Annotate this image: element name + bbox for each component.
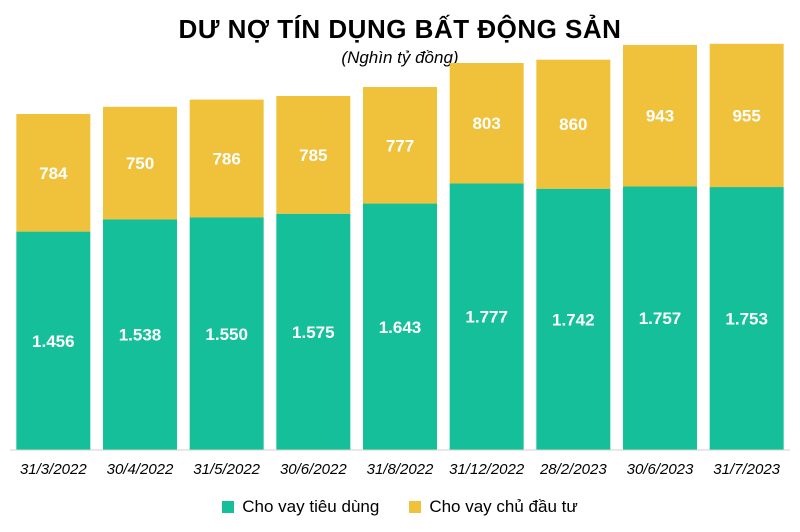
data-label-consumer-6: 1.742 bbox=[552, 310, 595, 329]
legend-label-developer: Cho vay chủ đầu tư bbox=[429, 497, 578, 516]
chart-title: DƯ NỢ TÍN DỤNG BẤT ĐỘNG SẢN bbox=[178, 14, 622, 44]
x-tick-label-7: 30/6/2023 bbox=[627, 461, 694, 478]
data-label-developer-1: 750 bbox=[126, 154, 154, 173]
legend: Cho vay tiêu dùng Cho vay chủ đầu tư bbox=[0, 497, 800, 517]
data-label-developer-6: 860 bbox=[559, 115, 587, 134]
bar-developer-7 bbox=[623, 45, 697, 187]
bar-developer-4 bbox=[363, 87, 437, 204]
legend-swatch-consumer bbox=[222, 501, 235, 513]
legend-item-consumer: Cho vay tiêu dùng bbox=[222, 497, 379, 517]
data-label-developer-3: 785 bbox=[299, 146, 327, 165]
bar-developer-2 bbox=[189, 99, 264, 218]
bar-developer-1 bbox=[103, 106, 177, 220]
x-tick-label-6: 28/2/2023 bbox=[539, 461, 607, 478]
bar-developer-0 bbox=[16, 114, 91, 232]
data-label-consumer-2: 1.550 bbox=[205, 325, 248, 344]
bar-developer-6 bbox=[536, 59, 611, 189]
data-label-developer-8: 955 bbox=[732, 106, 760, 125]
x-tick-label-0: 31/3/2022 bbox=[20, 461, 87, 478]
bar-consumer-3 bbox=[276, 213, 351, 450]
x-tick-labels: 31/3/2022 30/4/2022 31/5/2022 30/6/2022 31/8… bbox=[20, 461, 781, 478]
data-label-developer-7: 943 bbox=[646, 107, 674, 126]
legend-item-developer: Cho vay chủ đầu tư bbox=[409, 497, 578, 517]
data-label-consumer-7: 1.757 bbox=[639, 309, 682, 328]
x-tick-label-1: 30/4/2022 bbox=[107, 461, 174, 478]
x-tick-label-8: 31/7/2023 bbox=[713, 461, 780, 478]
bar-consumer-8 bbox=[709, 187, 784, 451]
data-label-developer-4: 777 bbox=[386, 136, 414, 155]
data-label-consumer-5: 1.777 bbox=[465, 308, 508, 327]
x-tick-label-2: 31/5/2022 bbox=[193, 461, 260, 478]
bar-consumer-0 bbox=[16, 231, 91, 450]
data-label-consumer-8: 1.753 bbox=[725, 310, 768, 329]
bar-consumer-6 bbox=[536, 188, 611, 450]
bar-developer-3 bbox=[276, 96, 351, 214]
data-label-consumer-1: 1.538 bbox=[119, 326, 162, 345]
data-label-developer-5: 803 bbox=[472, 114, 500, 133]
bar-consumer-1 bbox=[103, 219, 177, 450]
legend-label-consumer: Cho vay tiêu dùng bbox=[242, 497, 380, 516]
x-tick-label-3: 30/6/2022 bbox=[280, 461, 347, 478]
data-label-consumer-3: 1.575 bbox=[292, 323, 335, 342]
bars-group: 1.456 784 1.538 750 1.550 786 1.575 785 1.643 777… bbox=[16, 43, 784, 451]
data-label-developer-2: 786 bbox=[212, 150, 240, 169]
data-label-consumer-0: 1.456 bbox=[32, 332, 75, 351]
x-tick-label-4: 31/8/2022 bbox=[367, 461, 434, 478]
bar-consumer-7 bbox=[623, 186, 697, 450]
legend-swatch-developer bbox=[409, 501, 422, 513]
bar-consumer-4 bbox=[363, 203, 437, 450]
x-tick-label-5: 31/12/2022 bbox=[449, 461, 525, 478]
data-label-consumer-4: 1.643 bbox=[379, 318, 422, 337]
bar-developer-8 bbox=[709, 43, 784, 188]
bar-developer-5 bbox=[449, 63, 524, 184]
data-label-developer-0: 784 bbox=[39, 164, 68, 183]
bar-consumer-2 bbox=[189, 217, 264, 450]
bar-consumer-5 bbox=[449, 183, 524, 450]
chart-subtitle: (Nghìn tỷ đồng) bbox=[341, 48, 459, 67]
